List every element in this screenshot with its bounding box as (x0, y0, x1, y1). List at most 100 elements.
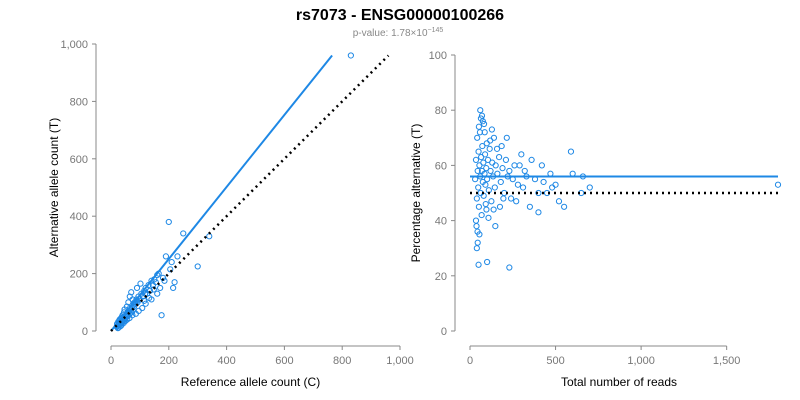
left-data-point (146, 294, 153, 302)
right-y-tick-label: 100 (429, 50, 447, 62)
left-y-tick-label: 600 (70, 154, 88, 166)
left-x-tick-label: 600 (275, 355, 293, 367)
right-data-point (486, 145, 493, 152)
right-data-point (474, 167, 481, 175)
right-data-point (561, 203, 568, 210)
left-data-point (180, 230, 187, 237)
right-data-point (511, 162, 518, 169)
right-data-point (475, 123, 482, 130)
left-data-point (129, 312, 136, 319)
right-data-point (549, 184, 556, 191)
right-data-point (552, 181, 559, 188)
right-data-point (474, 134, 481, 141)
chart-subtitle: p-value: 1.78×10−145 (353, 27, 444, 39)
left-data-point (152, 279, 159, 286)
p-value-text: p-value: 1.78×10 (353, 28, 428, 39)
right-data-point (475, 184, 482, 191)
right-y-tick-label: 40 (435, 216, 447, 228)
right-data-point (535, 189, 542, 197)
left-data-point (133, 284, 141, 292)
right-x-axis-title: Total number of reads (561, 375, 677, 389)
right-data-point (506, 264, 513, 271)
right-data-point (498, 142, 505, 150)
left-data-point (168, 259, 175, 266)
right-data-point (482, 200, 489, 208)
right-data-point (496, 203, 504, 210)
right-x-tick-label: 1,500 (713, 355, 741, 367)
right-data-point (484, 156, 492, 163)
left-x-axis-title: Reference allele count (C) (181, 375, 320, 389)
right-data-point (475, 148, 482, 155)
left-reference-line (110, 54, 390, 332)
right-data-point (477, 115, 485, 122)
right-data-point (481, 129, 488, 136)
left-data-point (206, 233, 213, 240)
right-data-point (473, 195, 480, 202)
right-data-point (472, 156, 480, 163)
chart-title: rs7073 - ENSG00000100266 (296, 7, 504, 24)
left-data-point (154, 290, 161, 297)
left-data-point (167, 266, 174, 273)
right-data-point (499, 165, 506, 172)
right-data-point (526, 203, 533, 210)
right-data-point (478, 211, 485, 219)
left-data-point (162, 253, 170, 260)
right-data-point (488, 198, 495, 205)
right-data-point (540, 178, 547, 186)
left-data-point (170, 284, 177, 292)
left-data-point (347, 52, 354, 59)
right-data-point (518, 151, 525, 158)
right-data-point (538, 162, 545, 169)
left-data-point (158, 312, 165, 319)
left-x-tick-label: 0 (108, 355, 114, 367)
right-data-point (497, 178, 504, 186)
right-data-point (506, 167, 513, 175)
right-data-point (490, 206, 497, 213)
left-y-tick-label: 0 (82, 326, 88, 338)
right-data-point (567, 148, 575, 155)
right-y-tick-label: 60 (435, 160, 447, 172)
left-data-point (171, 279, 178, 286)
right-data-point (495, 154, 503, 161)
right-data-point (555, 198, 563, 205)
left-x-tick-label: 400 (217, 355, 235, 367)
right-x-tick-label: 500 (546, 355, 564, 367)
left-fit-line (110, 54, 333, 332)
right-data-point (481, 151, 489, 158)
right-data-point (535, 209, 542, 216)
right-y-tick-label: 20 (435, 271, 447, 283)
right-data-point (484, 258, 491, 266)
left-data-point (128, 289, 135, 296)
right-data-point (473, 223, 480, 230)
right-data-point (480, 159, 487, 166)
right-data-point (472, 217, 480, 224)
right-data-point (521, 167, 528, 175)
left-data-point (161, 277, 168, 284)
left-data-point (157, 284, 164, 292)
left-y-tick-label: 1,000 (60, 39, 88, 51)
right-data-point (528, 156, 535, 163)
right-data-point (500, 195, 507, 202)
right-data-point (507, 195, 515, 202)
right-data-point (474, 239, 481, 246)
right-data-point (482, 181, 489, 188)
right-data-point (477, 107, 484, 114)
right-data-point (503, 134, 510, 141)
p-value-exponent: −145 (428, 27, 444, 34)
left-data-point (145, 281, 152, 289)
right-data-point (475, 261, 482, 268)
left-x-tick-label: 800 (333, 355, 351, 367)
right-data-point (488, 126, 496, 133)
right-data-point (516, 162, 523, 169)
left-y-tick-label: 200 (70, 269, 88, 281)
right-data-point (519, 184, 527, 191)
right-x-tick-label: 1,000 (627, 355, 655, 367)
right-data-point (586, 184, 593, 191)
right-y-axis-title: Percentage alternative (T) (409, 124, 423, 263)
right-data-point (502, 156, 510, 163)
left-scatter-panel: 0 200 400 600 800 1,000 0 200 400 600 800 1,000 Refe… (47, 39, 414, 389)
right-data-point (473, 245, 480, 252)
right-y-tick-label: 0 (441, 326, 447, 338)
right-data-point (493, 145, 501, 152)
